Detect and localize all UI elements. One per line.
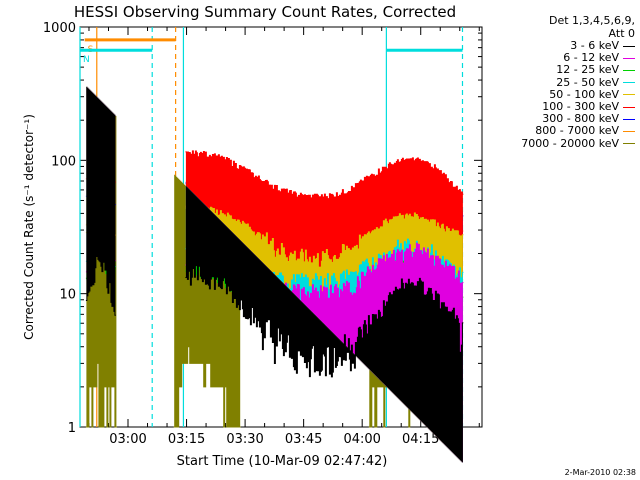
x-axis-label: Start Time (10-Mar-09 02:47:42) [177,454,388,469]
series-line-7000to20000keV [85,86,117,428]
annotation-label: N [83,55,90,65]
series-line-3to6keV [185,186,464,463]
legend-entry: 50 - 100 keV [487,87,635,101]
legend-swatch [623,69,635,71]
legend-label: 100 - 300 keV [542,100,619,114]
legend: Det 1,3,4,5,6,9, Att 0 3 - 6 keV 6 - 12 k… [487,14,635,150]
legend-swatch [623,45,635,47]
legend-swatch [623,130,635,132]
legend-entry: 300 - 800 keV [487,113,635,125]
x-tick-label: 03:30 [226,432,263,447]
legend-entry: 3 - 6 keV [487,40,635,52]
legend-label: 6 - 12 keV [563,51,619,65]
legend-header-line2: Att 0 [608,27,635,40]
legend-swatch [623,143,635,145]
chart-title: HESSI Observing Summary Count Rates, Cor… [74,3,456,21]
legend-swatch [623,94,635,96]
x-tick-label: 04:00 [343,432,380,447]
y-tick-label: 1000 [43,21,76,36]
series-line-3to6keV [85,86,116,316]
x-tick-label: 03:00 [109,432,146,447]
legend-entry: 7000 - 20000 keV [487,136,635,150]
legend-swatch [623,57,635,59]
legend-swatch [623,82,635,84]
timestamp: 2-Mar-2010 02:38 [564,468,636,477]
legend-label: 800 - 7000 keV [535,124,619,138]
legend-swatch [623,106,635,108]
y-tick-label: 10 [59,288,76,303]
y-tick-label: 100 [51,154,76,169]
legend-label: 300 - 800 keV [542,112,619,126]
legend-swatch [623,118,635,120]
legend-header-line1: Det 1,3,4,5,6,9, [548,14,635,27]
legend-label: 12 - 25 keV [556,63,619,77]
x-tick-label: 04:15 [402,432,439,447]
legend-label: 25 - 50 keV [556,75,619,89]
legend-entry: 100 - 300 keV [487,101,635,113]
series-line-7000to20000keV [173,174,241,428]
legend-label: 3 - 6 keV [570,39,619,53]
y-axis-label: Corrected Count Rate (s⁻¹ detector⁻¹) [22,114,36,340]
y-tick-label: 1 [68,421,76,436]
legend-entry: 25 - 50 keV [487,75,635,89]
legend-entry: 6 - 12 keV [487,52,635,64]
x-tick-label: 03:45 [285,432,322,447]
legend-label: 7000 - 20000 keV [521,136,619,150]
x-tick-label: 03:15 [168,432,205,447]
legend-entry: 800 - 7000 keV [487,125,635,137]
legend-entry: 12 - 25 keV [487,64,635,76]
legend-label: 50 - 100 keV [549,87,619,101]
